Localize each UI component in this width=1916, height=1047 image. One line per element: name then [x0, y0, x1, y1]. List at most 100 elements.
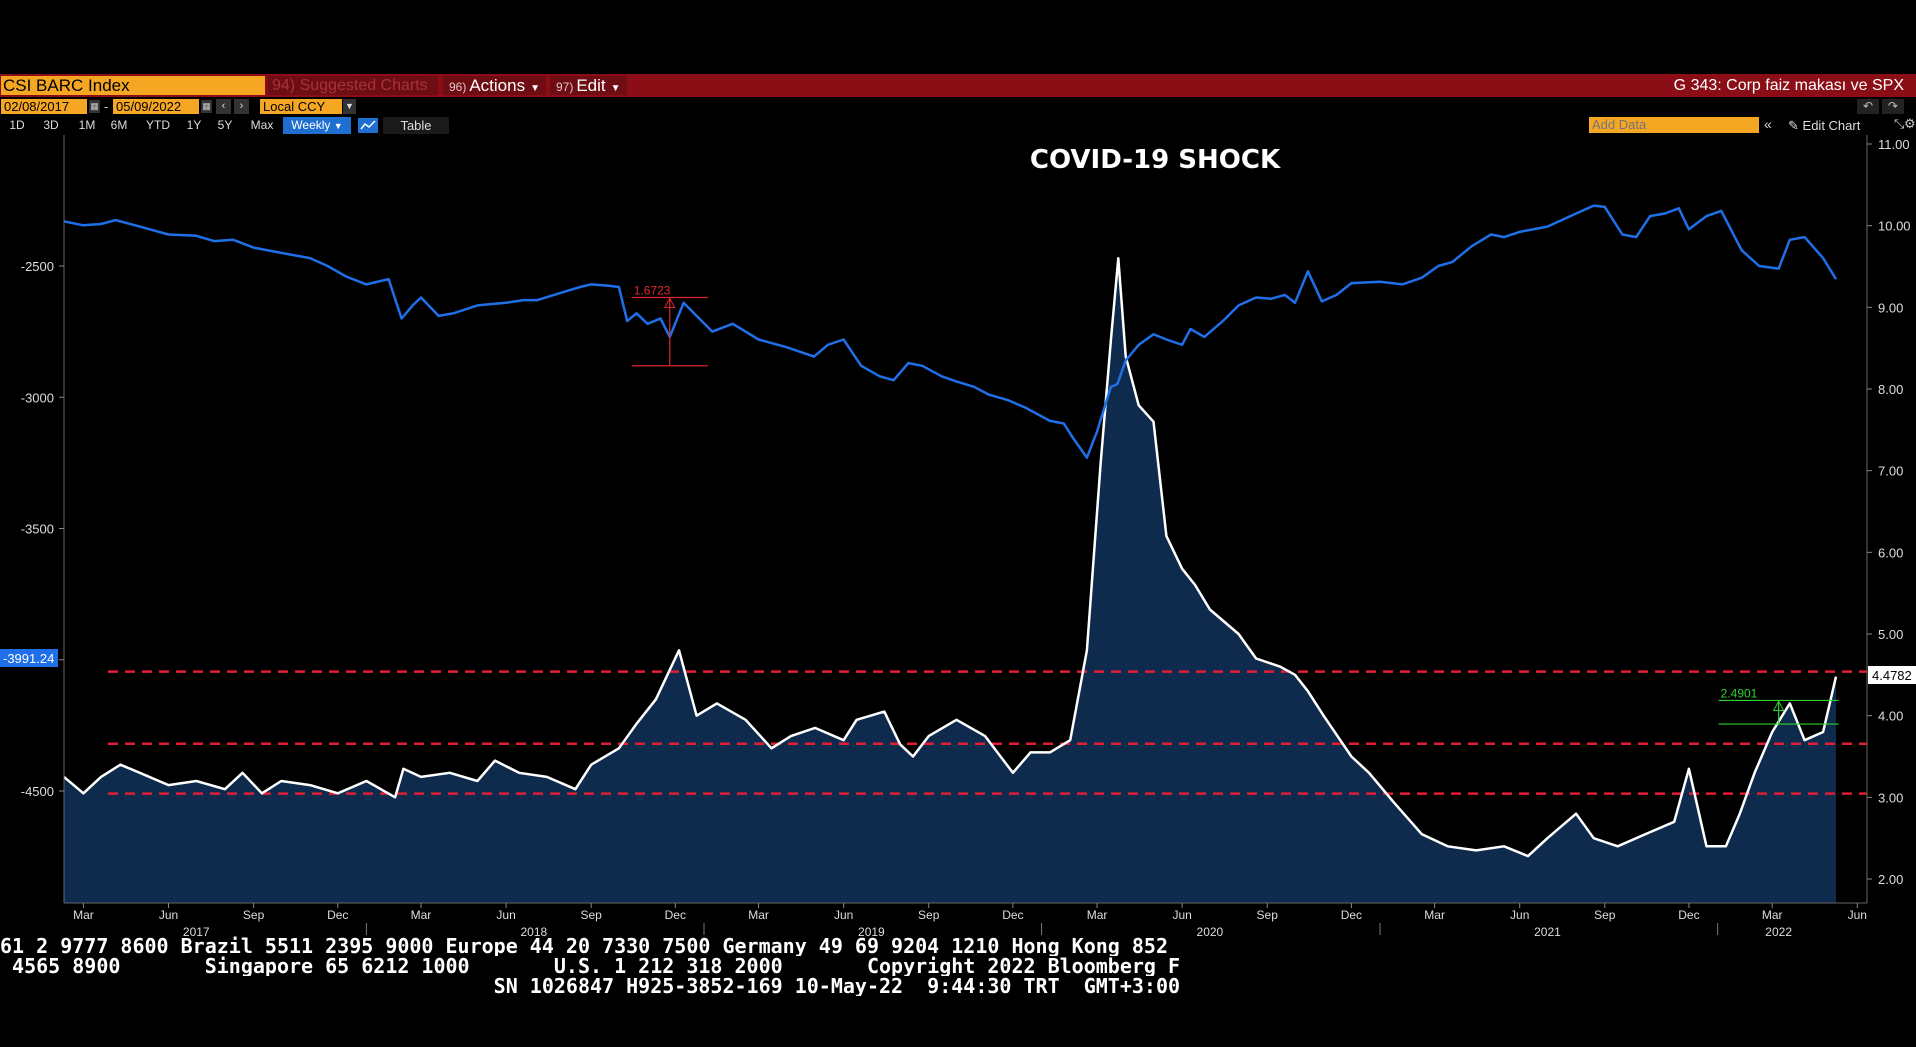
calendar-icon[interactable]: ▦: [89, 100, 100, 113]
left-axis-tick-label: -3500: [21, 522, 54, 537]
edit-chart-label: Edit Chart: [1802, 118, 1861, 133]
actions-label: Actions: [469, 76, 526, 95]
annotation-label: 2.4901: [1721, 686, 1758, 700]
x-axis-year-label: 2017: [183, 925, 210, 939]
chart-area: 1.6723 2.4901 -2500 -3000 -3500 -4500 -3991.24…: [0, 135, 1916, 939]
x-axis-tick-label: Sep: [1594, 908, 1616, 922]
line-chart-icon-svg: [360, 120, 376, 130]
date-separator: -: [104, 99, 109, 114]
right-axis-tick-label: 3.00: [1878, 790, 1903, 805]
chart-title: COVID-19 SHOCK: [1030, 145, 1281, 175]
end-date-field[interactable]: 05/09/2022: [113, 99, 199, 114]
x-axis-tick-label: Mar: [1762, 908, 1783, 922]
x-axis-tick-label: Jun: [496, 908, 515, 922]
period-bar: [0, 117, 1916, 135]
x-axis-tick-label: Mar: [73, 908, 94, 922]
caret-down-icon: ▼: [530, 83, 540, 94]
start-date-field[interactable]: 02/08/2017: [1, 99, 87, 114]
calendar-icon[interactable]: ▦: [201, 100, 212, 113]
spx-series-line: [63, 204, 1838, 459]
x-axis-tick-label: Sep: [1257, 908, 1279, 922]
footer-line-2: 4565 8900 Singapore 65 6212 1000 U.S. 1 …: [0, 956, 1181, 976]
right-axis-tick-label: 9.00: [1878, 300, 1903, 315]
period-button-ytd[interactable]: YTD: [146, 118, 170, 132]
period-button-1m[interactable]: 1M: [78, 118, 96, 132]
footer-line-3: SN 1026847 H925-3852-169 10-May-22 9:44:…: [0, 976, 1181, 996]
x-axis-tick-label: Sep: [580, 908, 602, 922]
annotation-arrow-icon: [663, 297, 676, 308]
footer-line-1: 61 2 9777 8600 Brazil 5511 2395 9000 Eur…: [0, 936, 1168, 956]
x-axis-year-label: 2018: [520, 925, 547, 939]
left-axis-tick-label: -4500: [21, 784, 54, 799]
edit-number: 97): [556, 80, 574, 94]
suggested-charts-label: Suggested Charts: [299, 77, 428, 94]
edit-label: Edit: [576, 76, 606, 95]
x-axis-tick-label: Jun: [1848, 908, 1867, 922]
x-axis-year-label: 2022: [1765, 925, 1792, 939]
suggested-charts-number: 94): [272, 77, 296, 94]
frequency-label: Weekly: [291, 118, 331, 132]
redo-icon[interactable]: ↷: [1882, 99, 1904, 114]
pencil-icon: ✎: [1788, 118, 1799, 133]
x-axis-tick-label: Sep: [918, 908, 940, 922]
caret-down-icon: ▼: [333, 121, 343, 131]
period-button-3d[interactable]: 3D: [43, 118, 59, 132]
right-axis-tick-label: 6.00: [1878, 545, 1903, 560]
ticker-field[interactable]: CSI BARC Index: [1, 76, 265, 95]
x-axis-tick-label: Mar: [1087, 908, 1108, 922]
right-axis-tick-label: 11.00: [1878, 137, 1910, 152]
right-axis-tick-label: 10.00: [1878, 219, 1911, 234]
annotation-arrow-icon: [1772, 700, 1785, 711]
x-axis-tick-label: Mar: [411, 908, 432, 922]
resize-icon[interactable]: ⤡: [1894, 116, 1905, 131]
actions-menu-button[interactable]: 96) Actions ▼: [443, 76, 546, 95]
x-axis-year-label: 2020: [1197, 925, 1224, 939]
period-button-max[interactable]: Max: [250, 118, 274, 132]
chevron-left-icon[interactable]: ‹: [216, 99, 231, 114]
chart-name: G 343: Corp faiz makası ve SPX: [1673, 77, 1904, 94]
left-last-value-badge: [0, 649, 58, 667]
left-axis-tick-label: -3000: [21, 390, 54, 405]
table-button[interactable]: Table: [383, 117, 449, 134]
edit-menu-button[interactable]: 97) Edit ▼: [550, 76, 627, 95]
x-axis-tick-label: Jun: [834, 908, 853, 922]
period-button-5y[interactable]: 5Y: [217, 118, 233, 132]
double-chevron-left-icon[interactable]: «: [1764, 116, 1772, 132]
period-button-6m[interactable]: 6M: [110, 118, 128, 132]
spread-area-fill: [64, 258, 1836, 903]
undo-icon[interactable]: ↶: [1857, 99, 1879, 114]
edit-chart-button[interactable]: ✎ Edit Chart: [1788, 117, 1860, 134]
actions-number: 96): [449, 80, 467, 94]
date-range-bar: [0, 97, 1916, 116]
caret-down-icon: ▼: [610, 83, 621, 94]
currency-select[interactable]: Local CCY: [260, 99, 342, 114]
x-axis-tick-label: Sep: [243, 908, 265, 922]
x-axis-tick-label: Dec: [1002, 908, 1023, 922]
period-button-1y[interactable]: 1Y: [186, 118, 202, 132]
caret-down-icon[interactable]: ▼: [343, 99, 356, 114]
x-axis-tick-label: Dec: [327, 908, 348, 922]
spread-series-line: [63, 257, 1838, 858]
x-axis-tick-label: Mar: [1424, 908, 1445, 922]
period-button-1d[interactable]: 1D: [9, 118, 25, 132]
chevron-right-icon[interactable]: ›: [234, 99, 249, 114]
x-axis-tick-label: Jun: [1510, 908, 1529, 922]
line-chart-icon[interactable]: [358, 118, 378, 133]
x-axis-tick-label: Jun: [1172, 908, 1191, 922]
top-margin: [0, 0, 1916, 74]
x-axis-tick-label: Mar: [748, 908, 769, 922]
right-last-value-badge: [1868, 666, 1916, 684]
frequency-select[interactable]: Weekly ▼: [283, 117, 351, 134]
gear-icon[interactable]: ⚙: [1904, 116, 1916, 131]
right-axis-tick-label: 5.00: [1878, 627, 1903, 642]
x-axis-year-label: 2021: [1534, 925, 1561, 939]
left-last-value-label: -3991.24: [3, 651, 54, 666]
right-last-value-label: 4.4782: [1872, 668, 1912, 683]
suggested-charts-button[interactable]: 94) Suggested Charts: [268, 76, 438, 95]
x-axis-tick-label: Dec: [665, 908, 686, 922]
x-axis-year-label: 2019: [858, 925, 885, 939]
left-axis-tick-label: -2500: [21, 259, 54, 274]
add-data-input[interactable]: [1589, 117, 1759, 133]
right-axis-tick-label: 4.00: [1878, 709, 1903, 724]
x-axis-tick-label: Jun: [159, 908, 178, 922]
